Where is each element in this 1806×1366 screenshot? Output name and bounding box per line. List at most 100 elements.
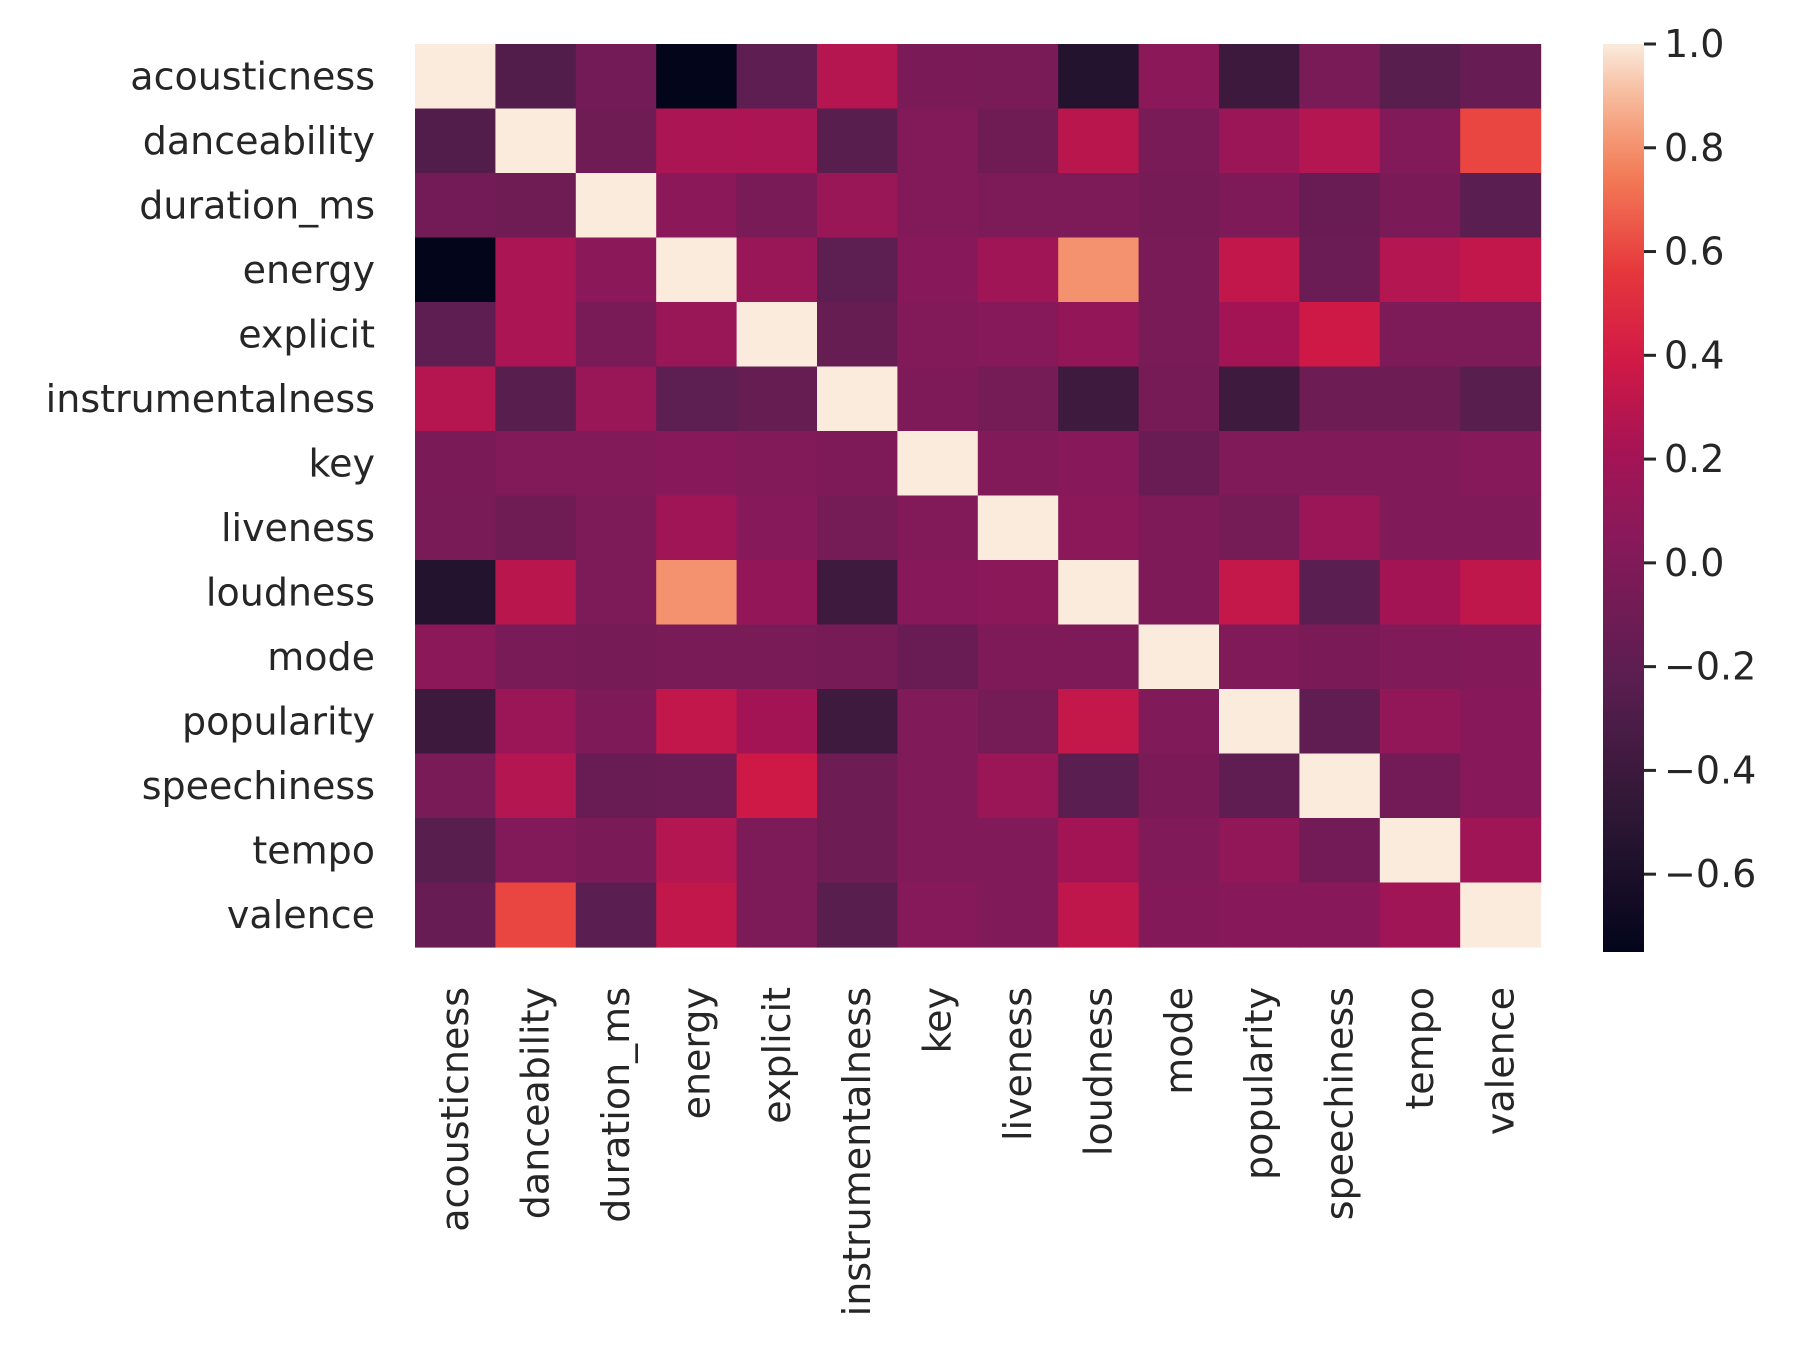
heatmap-cell (977, 302, 1059, 368)
heatmap-cell (1379, 495, 1461, 561)
heatmap-cell (897, 560, 979, 626)
heatmap-cell (736, 624, 818, 690)
colorbar-tick-label: −0.6 (1664, 852, 1756, 896)
heatmap-cell (1138, 108, 1220, 174)
heatmap-cell (897, 302, 979, 368)
heatmap-cell (977, 366, 1059, 432)
heatmap-cell (415, 753, 496, 819)
heatmap-cell (736, 366, 818, 432)
heatmap-cell (736, 237, 818, 303)
heatmap-cell (1219, 495, 1300, 561)
heatmap-cell (1058, 431, 1140, 497)
heatmap-cell (1460, 237, 1542, 303)
row-label: mode (267, 635, 375, 679)
heatmap-cell (656, 44, 738, 110)
heatmap-cell (1379, 431, 1461, 497)
heatmap-cell (495, 173, 577, 239)
heatmap-cell (977, 495, 1059, 561)
heatmap-cell (495, 108, 577, 174)
heatmap-cell (575, 495, 657, 561)
heatmap-cell (1138, 237, 1220, 303)
heatmap-cell (495, 818, 577, 884)
heatmap-cell (817, 882, 898, 948)
heatmap-cell (415, 366, 496, 432)
column-label: mode (1157, 987, 1201, 1095)
heatmap-cell (495, 366, 577, 432)
column-label: valence (1478, 987, 1522, 1135)
colorbar-tick-label: −0.4 (1664, 748, 1756, 792)
heatmap-cell (736, 753, 818, 819)
heatmap-cell (897, 818, 979, 884)
heatmap-cell (1460, 689, 1542, 755)
colorbar-tick-label: −0.2 (1664, 645, 1756, 689)
heatmap-cell (1058, 366, 1140, 432)
heatmap-cell (1058, 624, 1140, 690)
heatmap-cell (1299, 560, 1381, 626)
heatmap-cell (1138, 624, 1220, 690)
heatmap-cell (1379, 624, 1461, 690)
heatmap-cell (1138, 495, 1220, 561)
heatmap-cell (575, 431, 657, 497)
heatmap-cell (1379, 366, 1461, 432)
heatmap-cell (495, 560, 577, 626)
heatmap-cell (1138, 44, 1220, 110)
column-label: explicit (755, 987, 799, 1124)
heatmap-cell (817, 753, 898, 819)
heatmap-cell (575, 689, 657, 755)
heatmap-cell (897, 882, 979, 948)
heatmap-cell (977, 108, 1059, 174)
heatmap-cell (575, 753, 657, 819)
column-label: loudness (1076, 987, 1120, 1156)
column-label: tempo (1398, 987, 1442, 1110)
heatmap-cell (575, 366, 657, 432)
heatmap-cell (415, 560, 496, 626)
colorbar-tick-label: 0.4 (1664, 333, 1724, 377)
heatmap-cell (897, 237, 979, 303)
heatmap-cell (897, 44, 979, 110)
heatmap-cell (897, 108, 979, 174)
heatmap-cell (1219, 560, 1300, 626)
heatmap-cell (1058, 689, 1140, 755)
heatmap-cell (656, 624, 738, 690)
heatmap-cell (1460, 818, 1542, 884)
heatmap-cell (1299, 624, 1381, 690)
heatmap-cell (977, 431, 1059, 497)
heatmap-cell (656, 689, 738, 755)
heatmap-cell (1460, 753, 1542, 819)
heatmap-cell (415, 689, 496, 755)
row-label: speechiness (142, 764, 375, 808)
heatmap-cell (495, 495, 577, 561)
heatmap-cell (1219, 753, 1300, 819)
heatmap-cell (415, 302, 496, 368)
heatmap-cell (415, 237, 496, 303)
column-label: liveness (996, 987, 1040, 1141)
row-label: instrumentalness (46, 377, 375, 421)
heatmap-cell (1460, 882, 1542, 948)
heatmap-cell (977, 237, 1059, 303)
row-label: valence (227, 893, 375, 937)
heatmap-cell (1379, 560, 1461, 626)
heatmap-cell (656, 560, 738, 626)
heatmap-cell (817, 689, 898, 755)
heatmap-cell (1138, 689, 1220, 755)
heatmap-cell (1460, 44, 1542, 110)
heatmap-cell (817, 366, 898, 432)
heatmap-cell (1460, 108, 1542, 174)
heatmap-cell (1379, 108, 1461, 174)
heatmap-cell (817, 624, 898, 690)
heatmap-cell (817, 560, 898, 626)
colorbar-tick-label: 0.6 (1664, 230, 1724, 274)
heatmap-cell (1219, 44, 1300, 110)
heatmap-cell (897, 366, 979, 432)
heatmap-cell (817, 302, 898, 368)
column-label: key (916, 987, 960, 1054)
heatmap-cell (415, 173, 496, 239)
colorbar-tick-label: 0.0 (1664, 541, 1724, 585)
heatmap-cell (415, 882, 496, 948)
column-label: instrumentalness (835, 987, 879, 1316)
heatmap-cell (1379, 173, 1461, 239)
heatmap-cell (1219, 431, 1300, 497)
heatmap-cell (736, 818, 818, 884)
heatmap-cell (1299, 818, 1381, 884)
